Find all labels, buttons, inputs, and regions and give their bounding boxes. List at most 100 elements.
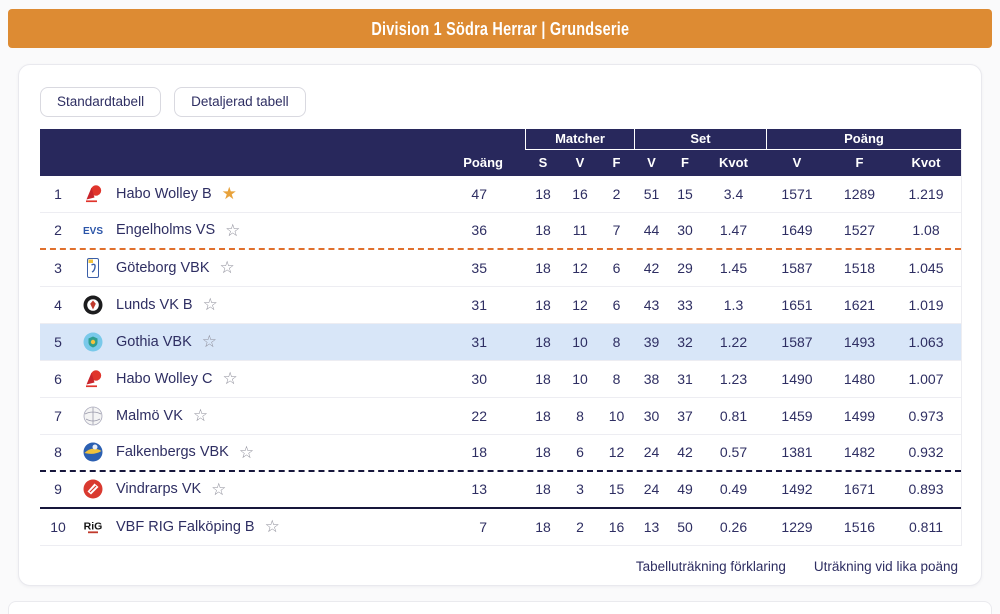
link-table-calculation-explanation[interactable]: Tabelluträkning förklaring: [635, 558, 786, 574]
table-row[interactable]: 9 Vindrarps VK ☆ 13 18 3 15 24 49 0.49 1492 1671 0.8…: [40, 471, 961, 509]
points-cell: 31: [471, 333, 487, 350]
set-quota-cell: 1.3: [723, 296, 744, 313]
favorite-star-icon[interactable]: ☆: [192, 406, 209, 425]
points-cell: 13: [471, 481, 487, 497]
favorite-star-icon[interactable]: ★: [221, 184, 237, 203]
favorite-star-icon[interactable]: ☆: [201, 332, 218, 351]
sets-won-cell: 43: [643, 296, 660, 313]
rank-cell: 4: [54, 296, 62, 313]
table-view-tabs: Standardtabell Detaljerad tabell: [40, 87, 960, 117]
team-logo-icon: [76, 479, 110, 499]
team-name-cell: Vindrarps VK ☆: [110, 481, 425, 498]
set-quota-cell: 0.81: [719, 407, 748, 424]
favorite-star-icon[interactable]: ☆: [211, 479, 227, 499]
set-quota-cell: 1.23: [719, 370, 748, 387]
score-quota-cell: 1.045: [908, 259, 944, 276]
column-header-score-won: V: [792, 155, 802, 170]
table-row[interactable]: 8 Falkenbergs VBK ☆ 18 18 6 12 24 42 0.57 1381 1482…: [40, 434, 961, 472]
table-row[interactable]: 5 Gothia VBK ☆ 31 18 10 8 39 32 1.22 1587 1493 1.063: [40, 323, 961, 361]
team-name[interactable]: Malmö VK: [116, 407, 183, 424]
points-cell: 47: [471, 185, 487, 202]
table-row[interactable]: 4 Lunds VK B ☆ 31 18 12 6 43 33 1.3 1651 1621 1.019: [40, 286, 961, 324]
score-won-cell: 1492: [781, 481, 813, 497]
table-row[interactable]: 1 Habo Wolley B ★ 47 18 16 2 51 15 3.4 1571 1289 1.2…: [40, 175, 961, 213]
sets-won-cell: 39: [643, 333, 660, 350]
table-row[interactable]: 2 EVS Engelholms VS ☆ 36 18 11 7 44 30 1.47 1649 152…: [40, 212, 961, 250]
team-name[interactable]: Habo Wolley C: [116, 370, 213, 387]
table-row[interactable]: 10 RiG VBF RIG Falköping B ☆ 7 18 2 16 13 50 0.26 1…: [40, 508, 961, 546]
score-won-cell: 1651: [781, 296, 813, 313]
matches-won-cell: 11: [572, 222, 588, 238]
score-quota-cell: 0.973: [908, 407, 944, 424]
table-row[interactable]: 7 Malmö VK ☆ 22 18 8 10 30 37 0.81 1459 1499 0.973: [40, 397, 961, 435]
matches-lost-cell: 8: [612, 333, 621, 350]
matches-played-cell: 18: [535, 185, 551, 202]
score-lost-cell: 1518: [843, 259, 876, 276]
score-lost-cell: 1516: [843, 518, 876, 535]
matches-won-cell: 10: [572, 370, 588, 387]
team-logo-icon: EVS: [76, 220, 110, 240]
team-name[interactable]: Vindrarps VK: [116, 481, 202, 497]
favorite-star-icon[interactable]: ☆: [222, 369, 238, 388]
team-logo-icon: RiG: [76, 517, 110, 537]
sets-won-cell: 38: [643, 370, 660, 387]
score-won-cell: 1571: [781, 185, 813, 202]
sets-won-cell: 51: [643, 185, 660, 202]
score-quota-cell: 0.893: [908, 481, 944, 497]
svg-text:EVS: EVS: [83, 226, 103, 237]
table-row[interactable]: 3 Göteborg VBK ☆ 35 18 12 6 42 29 1.45 1587 1518 1.0…: [40, 249, 961, 287]
favorite-star-icon[interactable]: ☆: [264, 517, 280, 536]
group-header-matches: Matcher: [525, 128, 634, 150]
score-lost-cell: 1289: [843, 185, 876, 202]
tab-detailed-table[interactable]: Detaljerad tabell: [174, 87, 306, 117]
team-name[interactable]: Lunds VK B: [116, 296, 193, 313]
team-name[interactable]: Gothia VBK: [116, 333, 192, 350]
page-header-bar: Division 1 Södra Herrar | Grundserie: [8, 9, 992, 48]
sets-won-cell: 30: [643, 407, 660, 424]
matches-won-cell: 6: [576, 444, 584, 460]
points-cell: 7: [479, 518, 487, 535]
sets-won-cell: 24: [643, 481, 660, 497]
page-title: Division 1 Södra Herrar | Grundserie: [371, 17, 629, 39]
group-header-sets: Set: [634, 128, 766, 150]
set-quota-cell: 1.47: [719, 222, 748, 238]
favorite-star-icon[interactable]: ☆: [225, 220, 241, 240]
link-tiebreak-calculation[interactable]: Uträkning vid lika poäng: [813, 558, 958, 574]
standings-card: Standardtabell Detaljerad tabell Matcher…: [18, 64, 982, 586]
matches-played-cell: 18: [535, 518, 551, 535]
rank-cell: 7: [54, 407, 62, 424]
set-quota-cell: 0.49: [719, 481, 748, 497]
team-name[interactable]: Habo Wolley B: [116, 185, 212, 202]
rank-cell: 1: [54, 185, 62, 202]
team-name[interactable]: Göteborg VBK: [116, 259, 210, 276]
points-cell: 30: [471, 370, 487, 387]
team-name[interactable]: Engelholms VS: [116, 222, 216, 238]
rank-cell: 10: [50, 518, 66, 535]
set-quota-cell: 0.26: [719, 518, 748, 535]
team-logo-icon: [76, 257, 110, 278]
column-header-sets-lost: F: [681, 155, 689, 170]
score-won-cell: 1649: [781, 222, 813, 238]
favorite-star-icon[interactable]: ☆: [238, 442, 255, 462]
table-header: Matcher Set Poäng Poäng S V F V F Kvot V…: [40, 128, 961, 176]
matches-won-cell: 10: [572, 333, 588, 350]
favorite-star-icon[interactable]: ☆: [219, 258, 235, 277]
matches-lost-cell: 8: [612, 370, 621, 387]
matches-lost-cell: 7: [612, 222, 621, 238]
table-column-header-row: Poäng S V F V F Kvot V F Kvot: [40, 150, 961, 176]
score-lost-cell: 1480: [843, 370, 876, 387]
favorite-star-icon[interactable]: ☆: [202, 295, 218, 314]
matches-played-cell: 18: [535, 370, 551, 387]
matches-played-cell: 18: [535, 444, 551, 460]
team-name[interactable]: Falkenbergs VBK: [116, 444, 229, 460]
matches-played-cell: 18: [535, 333, 551, 350]
team-name[interactable]: VBF RIG Falköping B: [116, 518, 255, 535]
table-row[interactable]: 6 Habo Wolley C ☆ 30 18 10 8 38 31 1.23 1490 1480 1.…: [40, 360, 961, 398]
matches-won-cell: 8: [576, 407, 584, 424]
matches-won-cell: 3: [576, 481, 584, 497]
team-logo-icon: [76, 406, 110, 426]
column-header-score-quota: Kvot: [911, 155, 941, 170]
points-cell: 22: [471, 407, 487, 424]
tab-standard-table[interactable]: Standardtabell: [40, 87, 162, 117]
team-logo-icon: [76, 295, 110, 315]
